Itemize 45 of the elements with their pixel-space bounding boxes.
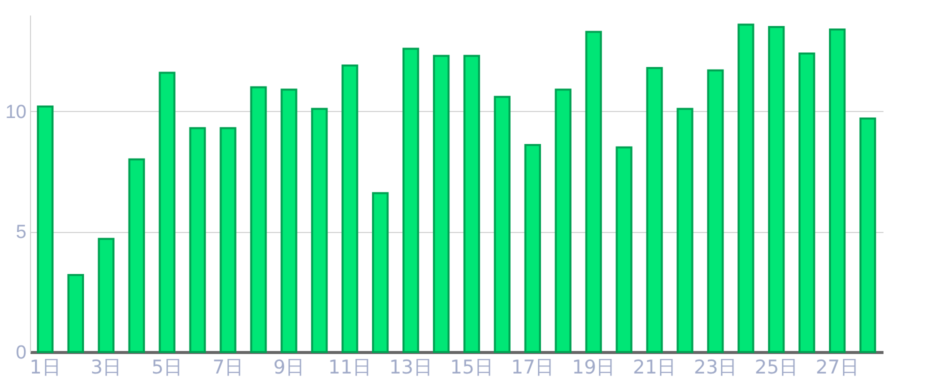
x-tick-label: 7日 bbox=[212, 356, 244, 378]
x-tick-label: 5日 bbox=[152, 356, 183, 378]
bar bbox=[158, 72, 176, 353]
bar bbox=[707, 69, 724, 353]
x-tick-label: 17日 bbox=[511, 356, 554, 378]
bar bbox=[859, 118, 876, 353]
x-tick-label: 23日 bbox=[694, 356, 738, 378]
bar bbox=[67, 274, 84, 353]
bar bbox=[554, 88, 572, 353]
x-tick-label: 27日 bbox=[816, 356, 859, 378]
bar bbox=[189, 127, 206, 353]
bar bbox=[463, 54, 480, 353]
bar bbox=[128, 158, 145, 353]
bar bbox=[585, 30, 602, 353]
bar bbox=[646, 66, 663, 353]
x-tick-label: 19日 bbox=[572, 356, 616, 378]
bar bbox=[280, 88, 298, 353]
x-tick-label: 25日 bbox=[754, 356, 798, 378]
x-tick-label: 9日 bbox=[273, 356, 304, 378]
x-tick-label: 13日 bbox=[389, 356, 432, 378]
y-tick-label: 0 bbox=[16, 342, 26, 364]
x-tick-label: 3日 bbox=[90, 356, 122, 378]
x-tick-label: 1日 bbox=[30, 356, 61, 378]
bar bbox=[342, 64, 358, 353]
bar bbox=[768, 26, 785, 353]
bar bbox=[220, 127, 236, 353]
bar bbox=[250, 86, 267, 353]
bar bbox=[311, 108, 328, 353]
bar bbox=[372, 192, 389, 353]
bar bbox=[676, 108, 694, 353]
bar bbox=[36, 105, 54, 353]
y-tick-label: 10 bbox=[5, 102, 26, 123]
bar bbox=[524, 144, 541, 353]
bar bbox=[828, 28, 846, 353]
bar bbox=[738, 24, 754, 353]
bar bbox=[98, 238, 114, 353]
bar bbox=[616, 146, 632, 353]
bar bbox=[494, 96, 511, 353]
bar bbox=[432, 54, 450, 353]
x-tick-label: 21日 bbox=[632, 356, 676, 378]
bar bbox=[798, 52, 816, 353]
x-tick-label: 15日 bbox=[450, 356, 494, 378]
x-tick-label: 11日 bbox=[328, 356, 372, 378]
bar bbox=[402, 48, 420, 353]
y-tick-label: 5 bbox=[16, 222, 26, 244]
